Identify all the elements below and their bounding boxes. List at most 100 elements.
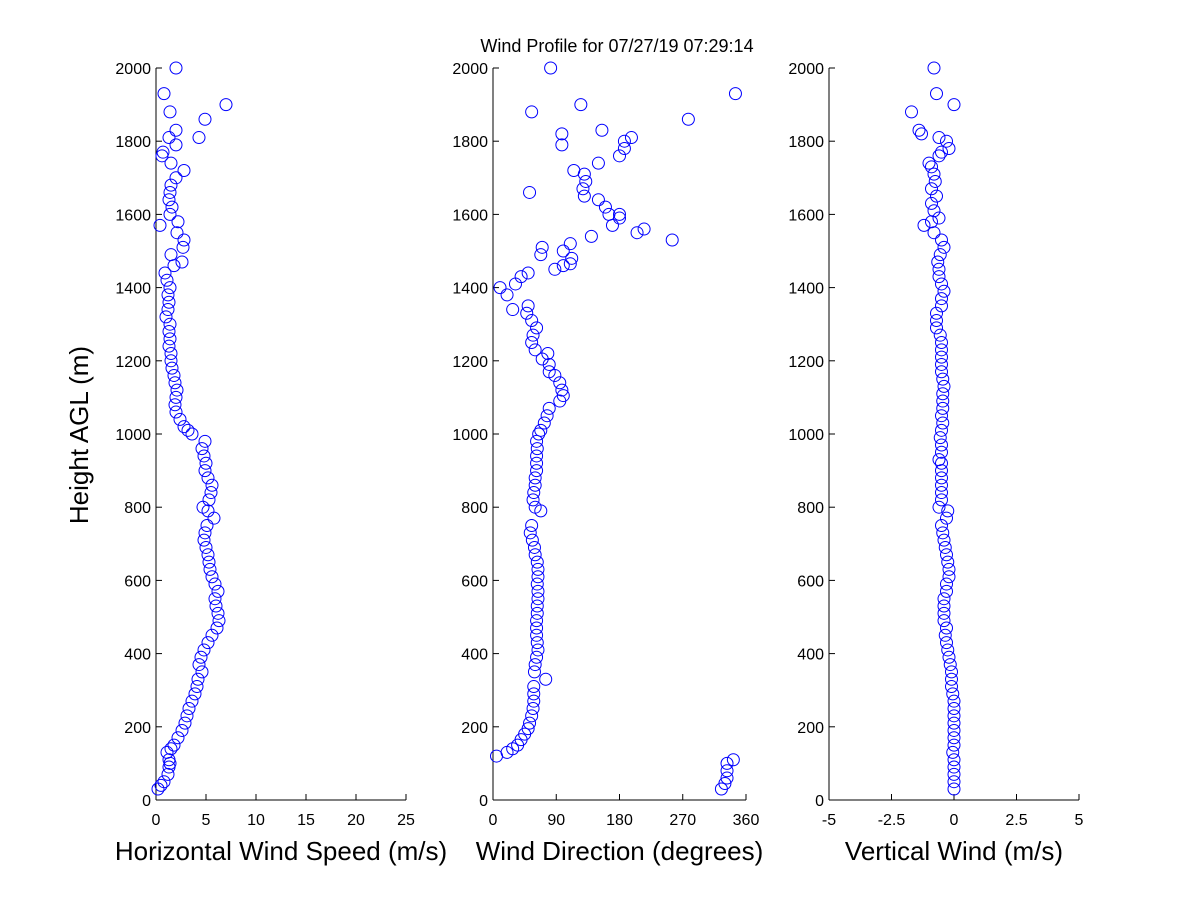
data-point xyxy=(905,105,918,119)
data-point xyxy=(198,434,212,448)
data-point xyxy=(637,222,651,236)
data-point xyxy=(595,123,609,137)
data-point xyxy=(151,782,165,796)
data-point xyxy=(197,449,211,463)
data-point xyxy=(159,310,173,324)
data-point xyxy=(613,207,626,221)
y-tick-label: 800 xyxy=(124,500,151,517)
data-point xyxy=(528,500,542,514)
data-point xyxy=(202,555,216,569)
data-point xyxy=(211,584,225,598)
data-point xyxy=(935,365,948,379)
data-point xyxy=(930,87,943,101)
data-point xyxy=(530,650,544,664)
data-point xyxy=(938,628,952,642)
data-point xyxy=(942,650,956,664)
y-axis-title: Height AGL (m) xyxy=(64,346,94,524)
data-point xyxy=(567,163,581,177)
x-tick-label: 0 xyxy=(950,812,959,829)
data-point xyxy=(936,401,950,415)
data-point xyxy=(935,350,948,364)
data-point xyxy=(928,174,942,188)
y-tick-label: 400 xyxy=(797,647,824,664)
data-point xyxy=(579,174,593,188)
data-point xyxy=(933,328,947,342)
x-tick-label: 90 xyxy=(547,812,565,829)
x-tick-label: 5 xyxy=(1075,812,1084,829)
x-tick-label: 360 xyxy=(733,812,760,829)
data-point xyxy=(530,599,544,613)
data-point xyxy=(167,259,181,273)
data-point xyxy=(527,486,541,500)
data-point xyxy=(528,471,542,485)
data-point xyxy=(630,226,644,240)
data-point xyxy=(199,456,213,470)
data-point xyxy=(925,182,938,196)
x-tick-label: 0 xyxy=(152,812,161,829)
x-tick-label: 270 xyxy=(669,812,696,829)
x-tick-label: 180 xyxy=(606,812,633,829)
data-point xyxy=(532,427,546,441)
data-point xyxy=(537,416,551,430)
figure-title: Wind Profile for 07/27/19 07:29:14 xyxy=(480,36,753,56)
data-point xyxy=(940,511,953,525)
data-point xyxy=(932,262,946,276)
data-point xyxy=(563,237,577,251)
data-point xyxy=(520,306,534,320)
data-point xyxy=(932,131,946,145)
data-point xyxy=(525,336,539,349)
data-point xyxy=(202,493,216,507)
data-point xyxy=(930,314,943,328)
data-point xyxy=(161,767,175,781)
data-point xyxy=(935,438,948,452)
data-point xyxy=(177,163,191,177)
y-tick-label: 1600 xyxy=(788,207,824,224)
y-tick-label: 200 xyxy=(461,720,488,737)
data-point xyxy=(542,401,556,415)
data-point xyxy=(947,782,961,796)
data-point xyxy=(936,416,950,430)
x-tick-label: 15 xyxy=(297,812,315,829)
y-tick-label: 800 xyxy=(461,500,488,517)
data-point xyxy=(941,555,955,569)
data-point xyxy=(555,138,569,152)
data-point xyxy=(563,257,577,271)
data-point xyxy=(163,317,177,331)
data-point xyxy=(932,149,946,163)
data-point xyxy=(947,775,961,789)
data-point xyxy=(942,142,956,156)
data-point xyxy=(912,123,926,137)
data-point xyxy=(164,742,178,756)
data-point xyxy=(157,775,171,789)
data-point xyxy=(171,731,185,745)
data-point xyxy=(530,555,544,569)
data-point xyxy=(521,722,535,736)
y-tick-label: 400 xyxy=(461,647,488,664)
data-point xyxy=(506,303,520,317)
data-point xyxy=(173,412,187,426)
data-point xyxy=(168,398,182,412)
y-tick-label: 600 xyxy=(797,573,824,590)
data-point xyxy=(940,584,953,598)
data-point xyxy=(198,526,212,540)
y-tick-label: 1200 xyxy=(452,354,488,371)
data-point xyxy=(933,431,947,445)
data-point xyxy=(935,357,948,371)
x-axis-title-direction: Wind Direction (degrees) xyxy=(476,836,764,866)
data-point xyxy=(624,131,638,145)
data-point xyxy=(535,240,549,254)
data-point xyxy=(942,562,956,576)
data-point xyxy=(947,702,961,715)
data-point xyxy=(935,343,948,357)
data-point xyxy=(527,540,541,554)
data-point xyxy=(165,361,179,375)
data-point xyxy=(194,650,208,664)
data-point xyxy=(598,200,612,214)
data-point xyxy=(493,281,507,295)
data-point xyxy=(531,643,545,657)
data-point xyxy=(528,548,542,562)
data-point xyxy=(506,742,520,756)
data-point xyxy=(164,346,178,360)
data-point xyxy=(528,478,542,492)
data-point xyxy=(720,771,734,785)
